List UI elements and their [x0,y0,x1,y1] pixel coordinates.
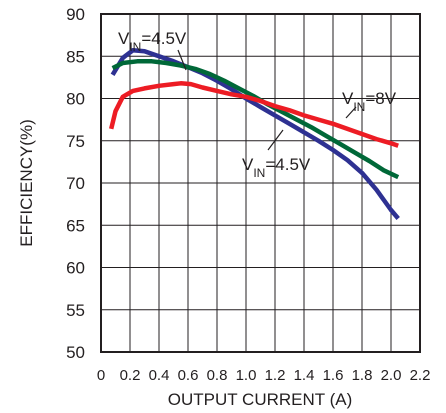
series-annotation-0: VIN=4.5V [118,29,187,54]
x-tick-label-10: 2.0 [381,367,402,384]
x-tick-label-4: 0.8 [207,367,228,384]
series-annotations: VIN=4.5V VIN=8V VIN=4.5V [118,29,397,180]
series-line-2 [109,81,399,148]
y-tick-label-0: 50 [66,343,85,362]
y-tick-label-3: 65 [66,216,85,235]
x-tick-label-1: 0.2 [120,367,141,384]
series-annotation-2: VIN=4.5V [242,155,311,180]
y-tick-label-2: 60 [66,259,85,278]
y-tick-label-1: 55 [66,301,85,320]
x-axis-label: OUTPUT CURRENT (A) [168,390,353,409]
x-tick-label-2: 0.4 [149,367,170,384]
y-tick-label-6: 80 [66,90,85,109]
x-tick-label-6: 1.2 [265,367,286,384]
y-tick-label-7: 85 [66,47,85,66]
y-tick-label-8: 90 [66,5,85,24]
x-tick-label-9: 1.8 [352,367,373,384]
series-line-0 [110,48,400,220]
x-tick-labels: 0 0.2 0.4 0.6 0.8 1.0 1.2 1.4 1.6 1.8 2.0 2.2 [97,367,431,384]
series-annotation-1: VIN=8V [342,89,397,114]
y-tick-label-5: 75 [66,132,85,151]
series-lines [109,48,400,220]
x-tick-label-11: 2.2 [410,367,431,384]
x-tick-label-5: 1.0 [236,367,257,384]
x-tick-label-7: 1.4 [294,367,315,384]
grid [101,14,420,352]
x-tick-label-3: 0.6 [178,367,199,384]
y-tick-labels: 50 55 60 65 70 75 80 85 90 [66,5,85,362]
y-axis-label: EFFICIENCY(%) [17,119,36,247]
plot-frame [100,13,421,353]
series-line-1 [111,59,400,180]
x-tick-label-8: 1.6 [323,367,344,384]
annotation-leader-2 [267,129,284,151]
annotation-leader-1 [345,106,357,119]
y-tick-label-4: 70 [66,174,85,193]
x-tick-label-0: 0 [97,367,105,384]
annotation-leader-0 [177,49,187,71]
